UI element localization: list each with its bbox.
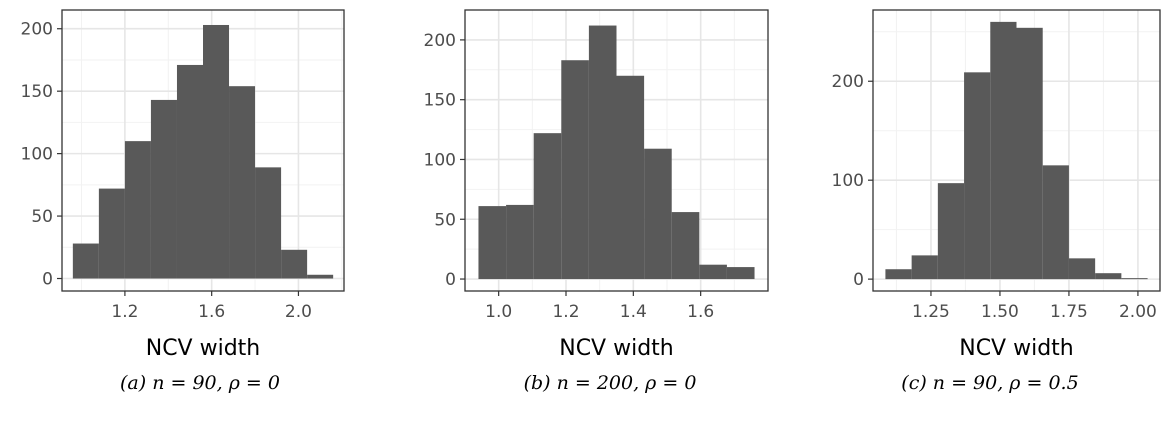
x-tick-label: 1.0 — [485, 302, 512, 322]
histogram-bar — [533, 133, 562, 280]
histogram-b: 0 50 100 150 200 1.0 1.2 1.4 1.6 NCV width — [424, 9, 769, 361]
histogram-bar — [1068, 258, 1096, 280]
histogram-bar — [561, 60, 589, 280]
histogram-bar — [1095, 273, 1122, 280]
histogram-bar — [885, 269, 912, 280]
histogram-bar — [644, 148, 672, 280]
histogram-bar — [150, 99, 177, 279]
histogram-bar — [307, 274, 334, 279]
histogram-bar — [478, 206, 507, 280]
x-tick-label: 2.00 — [1119, 302, 1157, 322]
x-axis-title: NCV width — [559, 336, 674, 361]
histogram-a: 0 50 100 150 200 1.2 1.6 2.0 NCV width — [21, 9, 345, 361]
x-tick-label: 1.2 — [552, 302, 579, 322]
y-tick-label: 200 — [424, 31, 456, 51]
histogram-bar — [255, 167, 282, 279]
histogram-bar — [98, 188, 125, 279]
histogram-bar — [229, 86, 256, 279]
caption-a: (a) n = 90, ρ = 0 — [120, 372, 280, 394]
histogram-bar — [281, 249, 308, 279]
x-tick-label: 2.0 — [285, 302, 312, 322]
y-tick-label: 50 — [31, 207, 53, 227]
x-tick-label: 1.4 — [620, 302, 647, 322]
histogram-bar — [937, 183, 965, 280]
histogram-bar — [671, 212, 700, 280]
y-tick-label: 200 — [21, 20, 53, 40]
histogram-bar — [1016, 27, 1043, 280]
y-tick-label: 0 — [445, 270, 456, 290]
y-tick-label: 150 — [21, 82, 53, 102]
histogram-bar — [911, 255, 938, 280]
histogram-bar — [616, 75, 645, 280]
x-tick-label: 1.2 — [111, 302, 138, 322]
histogram-bar — [203, 24, 230, 279]
histogram-bar — [726, 267, 755, 280]
histogram-bar — [1121, 278, 1148, 280]
x-tick-label: 1.25 — [912, 302, 950, 322]
y-tick-label: 100 — [21, 145, 53, 165]
histogram-bar — [124, 141, 151, 279]
x-axis-title: NCV width — [959, 336, 1074, 361]
caption-c: (c) n = 90, ρ = 0.5 — [901, 372, 1079, 394]
panel-border — [872, 9, 1161, 292]
x-axis-title: NCV width — [146, 336, 261, 361]
histogram-c: 0 100 200 1.25 1.50 1.75 2.00 NCV width — [832, 9, 1161, 361]
panel-border — [464, 9, 769, 292]
histogram-bar — [990, 21, 1017, 280]
y-tick-label: 200 — [832, 72, 864, 92]
histogram-bar — [1042, 165, 1069, 280]
histogram-bar — [506, 204, 534, 280]
y-tick-label: 100 — [832, 171, 864, 191]
caption-b: (b) n = 200, ρ = 0 — [523, 372, 697, 394]
x-tick-label: 1.50 — [981, 302, 1019, 322]
x-tick-label: 1.6 — [198, 302, 225, 322]
histogram-bar — [964, 72, 991, 280]
y-tick-label: 0 — [853, 270, 864, 290]
y-tick-label: 150 — [424, 91, 456, 111]
x-tick-label: 1.75 — [1050, 302, 1088, 322]
histogram-bar — [699, 264, 727, 280]
y-tick-label: 50 — [434, 210, 456, 230]
panel-border — [61, 9, 345, 292]
x-tick-label: 1.6 — [687, 302, 714, 322]
y-tick-label: 0 — [42, 270, 53, 290]
histogram-bar — [72, 243, 99, 279]
histogram-bar — [588, 25, 617, 280]
histogram-bar — [176, 64, 203, 279]
y-tick-label: 100 — [424, 150, 456, 170]
